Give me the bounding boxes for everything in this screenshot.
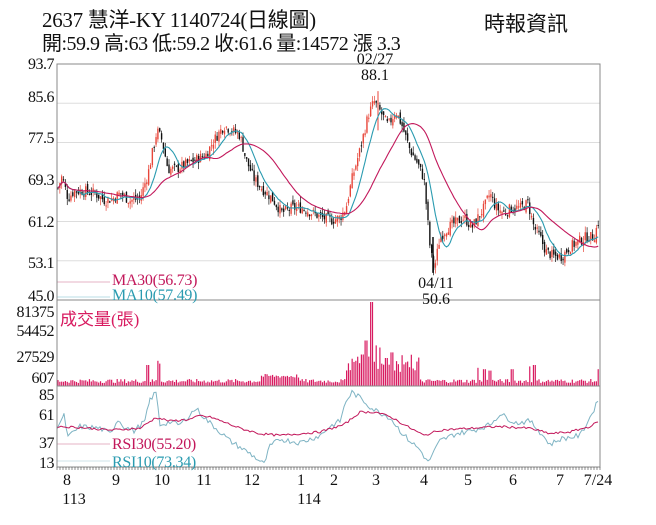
volume-bars xyxy=(57,302,599,386)
price-tick: 45.0 xyxy=(28,288,55,305)
low-annotation-value: 50.6 xyxy=(422,291,450,308)
x-tick-month: 3 xyxy=(372,472,380,489)
moving-averages xyxy=(57,108,599,298)
panel-frames xyxy=(56,63,601,470)
high-annotation-value: 88.1 xyxy=(361,67,389,84)
price-tick: 77.5 xyxy=(28,130,55,147)
rsi-tick: 37 xyxy=(39,435,55,452)
x-tick-month: 9 xyxy=(112,472,120,489)
x-year-label: 114 xyxy=(297,491,321,508)
price-tick: 93.7 xyxy=(28,56,55,73)
volume-panel-title: 成交量(張) xyxy=(60,310,140,329)
price-tick: 53.1 xyxy=(28,255,55,272)
ma10-legend: MA10(57.49) xyxy=(112,287,198,304)
x-tick-month: 7 xyxy=(556,472,564,489)
low-annotation-date: 04/11 xyxy=(418,275,454,292)
source-label: 時報資訊 xyxy=(484,12,568,36)
price-tick: 69.3 xyxy=(28,172,55,189)
rsi30-legend: RSI30(55.20) xyxy=(112,436,196,453)
x-tick-month: 1 xyxy=(297,472,305,489)
x-tick-month: 4 xyxy=(420,472,428,489)
candlesticks xyxy=(57,91,599,276)
grid-lines xyxy=(57,63,600,301)
price-tick: 61.2 xyxy=(28,214,55,231)
x-year-label: 113 xyxy=(62,491,86,508)
rsi10-legend: RSI10(73.34) xyxy=(112,454,196,471)
x-tick-month: 5 xyxy=(464,472,472,489)
price-tick: 85.6 xyxy=(28,89,55,106)
rsi-tick: 61 xyxy=(39,407,55,424)
x-tick-month: 11 xyxy=(196,472,212,489)
chart-title: 2637 慧洋-KY 1140724(日線圖) xyxy=(42,8,316,32)
volume-tick: 27529 xyxy=(16,349,55,366)
volume-tick: 607 xyxy=(31,370,55,387)
x-tick-month: 10 xyxy=(154,472,170,489)
high-annotation-date: 02/27 xyxy=(356,51,394,68)
rsi-tick: 13 xyxy=(39,455,55,472)
ma30-legend: MA30(56.73) xyxy=(112,272,198,289)
x-tick-month: 12 xyxy=(244,472,260,489)
x-tick-month: 2 xyxy=(330,472,338,489)
rsi-lines xyxy=(56,389,599,464)
x-tick-end-date: 7/24 xyxy=(583,472,613,489)
volume-tick: 54452 xyxy=(16,323,55,340)
rsi-tick: 85 xyxy=(39,387,55,404)
x-tick-month: 8 xyxy=(63,472,71,489)
volume-tick: 81375 xyxy=(16,304,55,321)
x-tick-month: 6 xyxy=(509,472,517,489)
ohlc-summary: 開:59.9 高:63 低:59.2 收:61.6 量:14572 漲 3.3 xyxy=(42,33,401,55)
